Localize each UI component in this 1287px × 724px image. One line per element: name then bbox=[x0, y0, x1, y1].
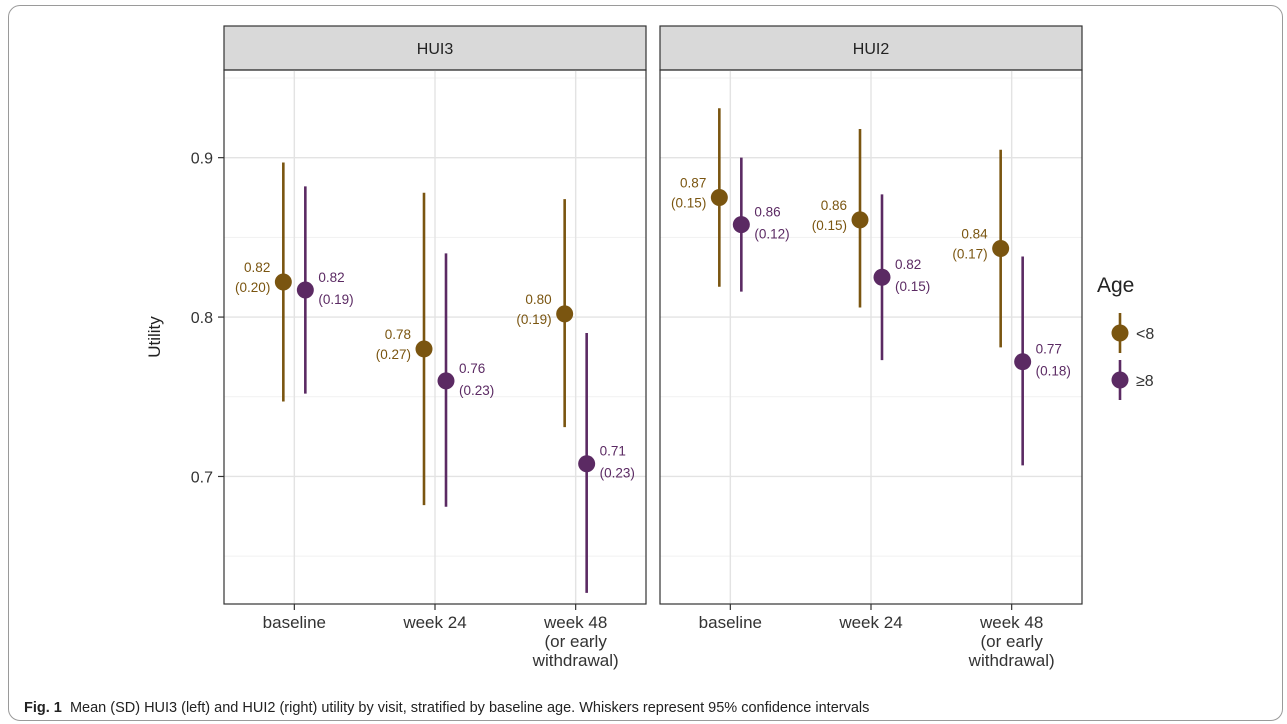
data-label-mean: 0.82 bbox=[895, 257, 921, 272]
caption-text: Mean (SD) HUI3 (left) and HUI2 (right) u… bbox=[69, 700, 870, 716]
legend-key-point bbox=[1111, 324, 1129, 342]
x-tick-label-baseline: baseline bbox=[699, 613, 762, 632]
legend-entry-label: <8 bbox=[1136, 326, 1154, 343]
data-label-mean: 0.87 bbox=[680, 176, 706, 191]
y-tick-label: 0.7 bbox=[191, 469, 213, 486]
legend-entry-label: ≥8 bbox=[1136, 373, 1154, 390]
data-label-mean: 0.77 bbox=[1036, 342, 1062, 357]
data-point bbox=[992, 240, 1010, 258]
data-label-sd: (0.27) bbox=[376, 347, 411, 362]
data-label-mean: 0.71 bbox=[600, 444, 626, 459]
x-tick-label-week-48: week 48 (or early withdrawal) bbox=[532, 613, 619, 670]
legend-title: Age bbox=[1097, 274, 1134, 297]
legend-key-point bbox=[1111, 371, 1129, 389]
data-point bbox=[415, 340, 433, 358]
x-tick-label-week-24: week 24 bbox=[402, 613, 466, 632]
data-label-sd: (0.17) bbox=[952, 247, 987, 262]
caption-label: Fig. 1 bbox=[24, 700, 62, 716]
x-tick-label-week-48: week 48 (or early withdrawal) bbox=[968, 613, 1055, 670]
y-tick-label: 0.9 bbox=[191, 151, 213, 168]
data-label-sd: (0.18) bbox=[1036, 364, 1071, 379]
data-point bbox=[1014, 353, 1032, 371]
data-label-sd: (0.12) bbox=[754, 227, 789, 242]
data-point bbox=[274, 273, 292, 291]
data-label-mean: 0.78 bbox=[385, 327, 411, 342]
data-label-sd: (0.20) bbox=[235, 280, 270, 295]
data-label-mean: 0.82 bbox=[244, 260, 270, 275]
data-label-sd: (0.15) bbox=[895, 279, 930, 294]
data-point bbox=[710, 189, 728, 207]
panel-title-hui3: HUI3 bbox=[417, 41, 454, 58]
data-label-sd: (0.23) bbox=[600, 466, 635, 481]
panel-strip-hui3 bbox=[223, 25, 647, 71]
data-label-mean: 0.80 bbox=[525, 292, 551, 307]
data-label-sd: (0.15) bbox=[812, 218, 847, 233]
panel-strip-hui2 bbox=[659, 25, 1083, 71]
data-point bbox=[873, 268, 891, 286]
data-label-sd: (0.15) bbox=[671, 196, 706, 211]
data-point bbox=[732, 216, 750, 234]
data-label-mean: 0.84 bbox=[961, 227, 988, 242]
panel-title-hui2: HUI2 bbox=[853, 41, 890, 58]
data-label-mean: 0.86 bbox=[821, 198, 847, 213]
figure-caption: Fig. 1 Mean (SD) HUI3 (left) and HUI2 (r… bbox=[24, 700, 869, 716]
data-label-mean: 0.76 bbox=[459, 361, 485, 376]
data-label-sd: (0.19) bbox=[318, 292, 353, 307]
data-point bbox=[296, 281, 314, 299]
y-axis-title: Utility bbox=[145, 316, 164, 358]
data-point bbox=[851, 211, 869, 229]
figure-frame bbox=[8, 5, 1283, 721]
y-tick-label: 0.8 bbox=[191, 310, 213, 327]
data-point bbox=[437, 372, 455, 390]
data-point bbox=[556, 305, 574, 323]
data-label-sd: (0.23) bbox=[459, 383, 494, 398]
x-tick-label-baseline: baseline bbox=[263, 613, 326, 632]
data-label-mean: 0.82 bbox=[318, 270, 344, 285]
x-tick-label-week-24: week 24 bbox=[838, 613, 902, 632]
data-point bbox=[578, 455, 596, 473]
data-label-mean: 0.86 bbox=[754, 205, 780, 220]
data-label-sd: (0.19) bbox=[516, 312, 551, 327]
